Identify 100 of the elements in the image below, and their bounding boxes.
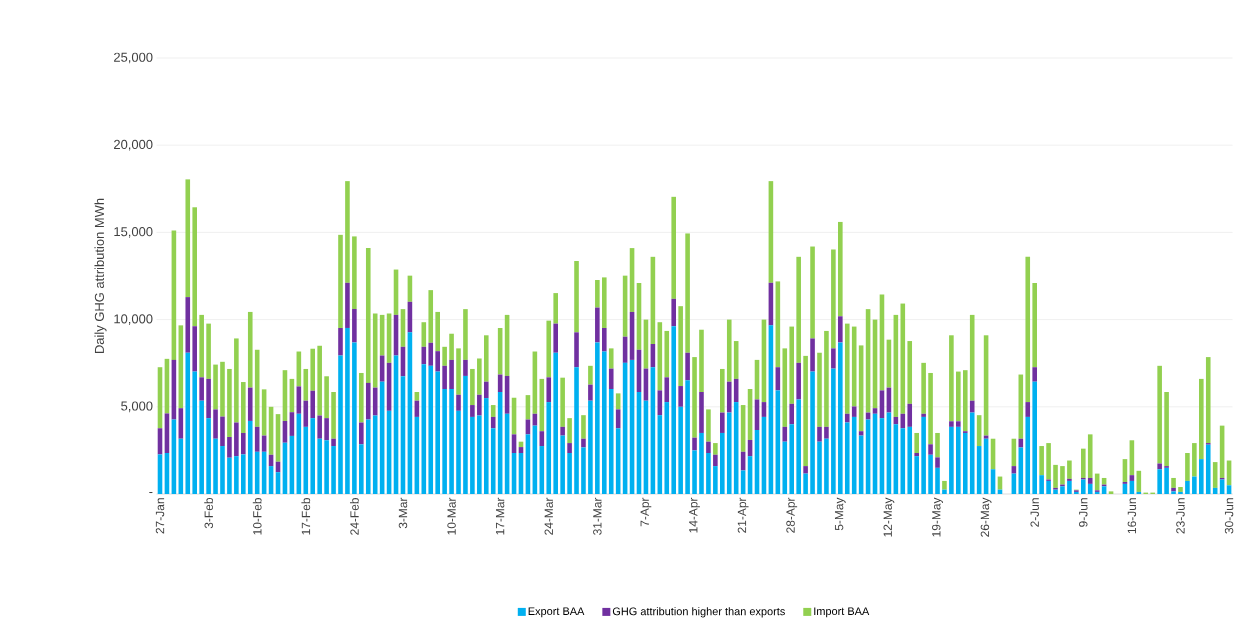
bar (324, 440, 329, 494)
bar (789, 326, 795, 404)
bar (435, 311, 440, 352)
bar (608, 389, 614, 494)
bar (664, 330, 670, 378)
bar (914, 432, 919, 454)
bar (303, 368, 309, 401)
bar (601, 327, 607, 352)
bar (949, 421, 954, 427)
bar (949, 426, 954, 494)
bar (685, 352, 690, 381)
bar (706, 409, 711, 442)
x-tick-label: 14-Apr (689, 497, 700, 533)
x-tick-label: 12-May (883, 497, 895, 537)
bar (206, 323, 211, 379)
bar (220, 446, 225, 494)
bar (1087, 477, 1093, 484)
bar (726, 381, 732, 413)
bar (1060, 486, 1065, 494)
bar (220, 416, 225, 447)
bar (699, 329, 704, 392)
bar (359, 422, 364, 445)
bar (581, 447, 586, 494)
bar (851, 416, 857, 494)
bar (1185, 453, 1190, 481)
legend-label: Export BAA (528, 607, 585, 618)
y-tick-label: 10,000 (114, 314, 153, 325)
bar (483, 381, 489, 399)
bar (372, 415, 378, 494)
bar (678, 386, 683, 407)
bar (428, 365, 434, 494)
bar (227, 436, 232, 458)
bar (1199, 459, 1204, 494)
bar (671, 298, 677, 327)
bar (359, 372, 364, 423)
bar (1025, 402, 1031, 417)
x-tick-label: 10-Mar (447, 497, 456, 535)
bar (185, 297, 191, 353)
bar (234, 338, 239, 423)
bar (338, 355, 343, 494)
bar (851, 406, 857, 417)
bar (900, 413, 906, 429)
bar (949, 335, 954, 422)
bar (608, 368, 614, 390)
bar (1157, 365, 1162, 464)
bar (1039, 475, 1044, 494)
bar (796, 256, 801, 363)
bar (247, 311, 253, 388)
bar (685, 233, 690, 353)
bar (692, 450, 697, 494)
bar (671, 196, 677, 299)
bar (1067, 480, 1072, 494)
bar (1178, 491, 1183, 494)
bar (803, 355, 808, 467)
x-tick-label: 9-Jun (1079, 498, 1088, 527)
bar (942, 489, 947, 494)
bar (1199, 378, 1204, 460)
bar (810, 246, 815, 339)
bar (1101, 486, 1107, 494)
x-tick-label: 17-Mar (495, 497, 505, 535)
bar (824, 330, 829, 427)
bar (1087, 483, 1093, 494)
bar (956, 421, 961, 427)
bar (914, 453, 919, 457)
bar (365, 248, 371, 383)
bar (969, 412, 975, 494)
bar (352, 308, 357, 343)
x-tick-label: 31-Mar (593, 497, 602, 535)
bar (345, 282, 350, 328)
bar (456, 348, 461, 395)
x-tick-label: 27-Jan (155, 498, 165, 534)
bar (574, 367, 579, 494)
bar (1185, 480, 1190, 494)
bar (1067, 460, 1072, 479)
bar (553, 352, 558, 494)
bar (574, 332, 579, 368)
bar (699, 391, 704, 433)
bar (490, 416, 496, 429)
bar (470, 405, 475, 417)
x-tick-label: 17-Feb (301, 498, 311, 535)
bar (1108, 491, 1114, 494)
bar (595, 342, 600, 494)
bar (442, 365, 447, 390)
bar (1226, 485, 1232, 494)
bar (428, 342, 434, 366)
bar (442, 346, 447, 366)
bar (199, 377, 204, 401)
bar (962, 432, 968, 494)
bar (372, 387, 378, 416)
bar (456, 394, 461, 411)
bar (365, 419, 371, 494)
bar (310, 418, 316, 494)
bar (192, 371, 198, 494)
bar (574, 261, 579, 333)
bar (567, 443, 572, 454)
legend-label: GHG attribution higher than exports (612, 607, 785, 618)
bar (449, 389, 454, 494)
bar (1164, 467, 1169, 494)
bar (490, 428, 496, 494)
bar (303, 426, 309, 494)
